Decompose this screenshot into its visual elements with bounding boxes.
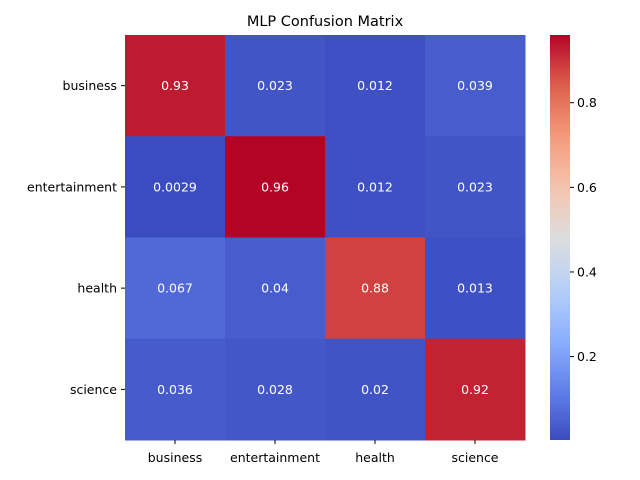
x-tick-label: entertainment — [230, 450, 320, 465]
heatmap-cell — [225, 338, 326, 441]
colorbar-tick-label: 0.4 — [577, 264, 597, 279]
heatmap-cell — [125, 237, 226, 340]
colorbar-gradient — [550, 35, 570, 440]
cell-value-label: 0.039 — [457, 78, 493, 93]
cell-value-label: 0.023 — [257, 78, 293, 93]
cell-value-label: 0.93 — [161, 78, 189, 93]
y-tick-label: entertainment — [27, 179, 117, 194]
cell-value-label: 0.02 — [361, 382, 389, 397]
cell-value-label: 0.012 — [357, 179, 393, 194]
cell-annotations: 0.93 0.023 0.012 0.039 0.0029 0.96 0.012 0.023 0… — [153, 78, 493, 397]
colorbar-tick-label: 0.8 — [577, 95, 597, 110]
heatmap-cell — [325, 338, 426, 441]
x-tick-label: business — [148, 450, 202, 465]
y-tick-label: business — [63, 78, 117, 93]
colorbar-tick-label: 0.6 — [577, 180, 597, 195]
heatmap-cell — [225, 136, 326, 238]
x-axis: business entertainment health science — [148, 440, 499, 465]
heatmap-cell — [325, 237, 426, 340]
cell-value-label: 0.88 — [361, 281, 389, 296]
heatmap-cell — [325, 136, 426, 238]
y-tick-label: health — [77, 281, 117, 296]
chart-title: MLP Confusion Matrix — [247, 14, 404, 30]
x-tick-label: health — [355, 450, 395, 465]
heatmap-cells — [125, 35, 526, 441]
cell-value-label: 0.013 — [457, 281, 493, 296]
heatmap-cell — [425, 136, 526, 238]
colorbar: 0.2 0.4 0.6 0.8 — [550, 35, 597, 440]
colorbar-tick-label: 0.2 — [577, 349, 597, 364]
cell-value-label: 0.04 — [261, 281, 289, 296]
heatmap-cell — [125, 338, 226, 441]
heatmap-cell — [225, 237, 326, 340]
heatmap-cell — [425, 237, 526, 340]
heatmap-cell — [125, 136, 226, 238]
heatmap-cell — [225, 35, 326, 137]
cell-value-label: 0.92 — [461, 382, 489, 397]
y-axis: business entertainment health science — [27, 78, 125, 397]
heatmap-cell — [425, 35, 526, 137]
cell-value-label: 0.023 — [457, 179, 493, 194]
cell-value-label: 0.067 — [157, 281, 193, 296]
cell-value-label: 0.036 — [157, 382, 193, 397]
cell-value-label: 0.028 — [257, 382, 293, 397]
cell-value-label: 0.96 — [261, 179, 289, 194]
cell-value-label: 0.0029 — [153, 179, 197, 194]
cell-value-label: 0.012 — [357, 78, 393, 93]
heatmap-cell — [125, 35, 226, 137]
heatmap-cell — [425, 338, 526, 441]
y-tick-label: science — [70, 382, 117, 397]
x-tick-label: science — [451, 450, 498, 465]
heatmap-cell — [325, 35, 426, 137]
